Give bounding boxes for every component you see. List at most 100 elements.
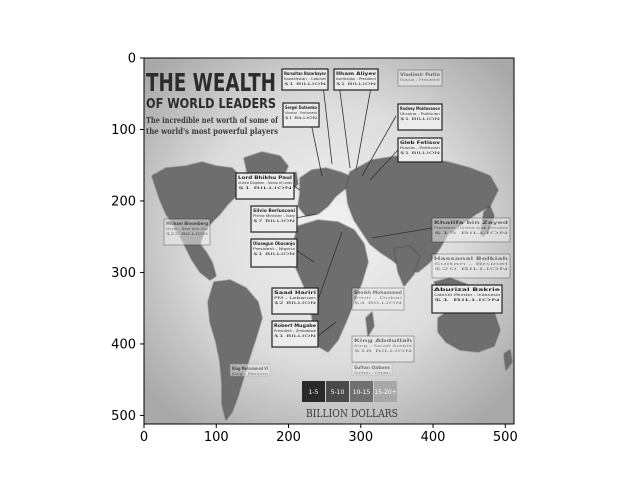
callout-name: Michael Bloomberg (166, 221, 208, 227)
callout-name: Aburizal Bakrie (434, 287, 500, 293)
callout-frame (397, 69, 443, 87)
units-label: BILLION DOLLARS (306, 407, 398, 420)
callout-detail: Sultan - Brunei (434, 262, 508, 266)
subtitle-line-1: The incredible net worth of some of (146, 116, 279, 126)
callout-name: Silvio Berlusconi (253, 208, 295, 214)
continent-new-zealand (503, 349, 513, 371)
callout-detail: President - Zimbabwe (274, 329, 316, 333)
headline-line-1: THE WEALTH (146, 68, 276, 97)
continent-europe (297, 167, 351, 217)
callout-frame (431, 253, 511, 279)
callout-frame (397, 137, 443, 163)
callout-frame (271, 320, 319, 348)
x-tick-label: 0 (140, 430, 148, 445)
callout-frame (271, 287, 319, 315)
continent-madagascar (365, 311, 375, 337)
callout-frame (235, 172, 295, 200)
legend-swatch-1-5 (302, 381, 325, 402)
callout-name: Ilham Aliyev (336, 71, 376, 77)
legend-label-5-10: 5-10 (331, 389, 345, 396)
callout-value: $18 BILLION (354, 349, 414, 353)
callout-detail: Prime Minister - Italy (253, 214, 295, 218)
y-tick-label: 500 (111, 409, 136, 424)
callout-value: $2 BILLION (274, 301, 317, 305)
callout-value: $1 BILLION (434, 298, 502, 302)
callout-frame (282, 102, 320, 128)
callout-detail: Azerbaijan - President (336, 77, 377, 81)
x-tick-label: 300 (348, 430, 373, 445)
callout-value: $1 BILLION (274, 334, 317, 338)
x-tick-label: 500 (493, 430, 518, 445)
callout-frame (351, 287, 405, 311)
legend-swatch-15-20 (374, 381, 397, 402)
legend-swatch-10-15 (350, 381, 373, 402)
callout-value: $1 BILLION (336, 82, 377, 86)
headline-line-2: OF WORLD LEADERS (146, 97, 276, 112)
callout-name: Sultan Qaboos (354, 365, 390, 371)
callout-name: Sergei Dutsenko (285, 105, 317, 111)
callout-name: Robert Mugabe (274, 323, 316, 329)
callout-detail: King - Saudi Arabia (354, 344, 412, 348)
callout-frame (229, 363, 271, 377)
callout-detail: Ukraine - Politician (400, 112, 440, 116)
callout-value: $22 BILLION (166, 232, 209, 236)
x-tick-label: 100 (204, 430, 229, 445)
callout-value: $1 BILLION (253, 252, 296, 256)
axes-frame (143, 57, 515, 425)
callout-value: $1 BILLION (284, 82, 327, 86)
callout-detail: PM - Lebanon (274, 296, 316, 300)
callout-detail: Kazakhstan - Cabinet (284, 77, 327, 81)
legend-label-15-20: 15-20+ (374, 389, 396, 396)
callout-name: King Abdullah (354, 338, 412, 344)
callout-value: $1 BILLION (400, 117, 441, 121)
callout-frame (351, 362, 393, 376)
legend-swatch-5-10 (326, 381, 349, 402)
callout-name: Vladimir Putin (400, 72, 440, 78)
callout-detail: Cabinet Minister - Indonesia (434, 293, 500, 297)
callout-frame (431, 217, 511, 243)
callout-name: Hassanal Bolkiah (434, 256, 508, 262)
callout-value: $20 BILLION (434, 267, 510, 271)
callout-detail: Ukraine - Parliament (285, 111, 318, 115)
legend: 1-5 5-10 10-15 15-20+ BILLION DOLLARS (302, 381, 398, 420)
callout-frame (163, 218, 211, 246)
callout-frame (281, 68, 329, 91)
y-tick-label: 100 (111, 123, 136, 138)
y-tick-label: 200 (111, 194, 136, 209)
callout-value: $15 BILLION (434, 231, 510, 235)
callout-frame (250, 238, 298, 268)
callout-name: Rodney Moldovanov (400, 106, 440, 112)
callout-name: Sheikh Mohammed (354, 290, 402, 296)
callout-detail: President - Nigeria (253, 247, 295, 251)
callout-value: $4 BILLION (354, 301, 404, 305)
callout-name: Saad Hariri (274, 290, 317, 296)
continent-south-america (207, 279, 263, 421)
callout-value: $1 BILLION (285, 116, 318, 120)
callout-detail: Sultan - Oman (354, 371, 390, 375)
callout-name: Lord Bhikhu Paul (238, 175, 293, 181)
callout-value: $1 BILLION (238, 186, 294, 190)
callout-detail: Mayor - New York City (166, 227, 208, 231)
callout-name: King Mohammed VI (232, 366, 268, 372)
callout-detail: Russia - President (400, 78, 441, 82)
continent-india (393, 245, 421, 287)
callout-frame (351, 335, 415, 363)
x-tick-label: 400 (421, 430, 446, 445)
callout-detail: United Kingdom - House of Lords (238, 181, 292, 185)
callout-detail: Emir - Dubai (354, 296, 402, 300)
